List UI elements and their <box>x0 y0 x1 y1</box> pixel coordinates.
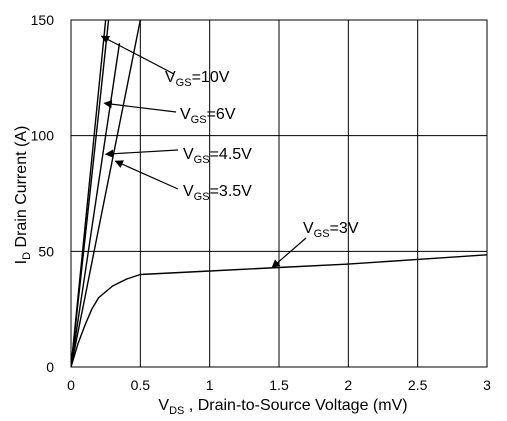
annotation-label: VGS=3V <box>303 220 359 240</box>
annotation-label-main: V <box>180 106 191 123</box>
y-tick-label: 0 <box>46 359 54 375</box>
annotation-label-rest: =3.5V <box>210 183 253 200</box>
annotation-arrow <box>114 160 179 190</box>
y-tick-label: 150 <box>31 12 55 28</box>
y-tick-labels: 0 50 100 150 <box>31 12 55 375</box>
annotation-label-sub: GS <box>191 114 207 126</box>
annotation-label-rest: =4.5V <box>210 146 253 163</box>
annotation-label: VGS=3.5V <box>183 183 252 203</box>
annotation-label-rest: =3V <box>330 220 359 237</box>
x-tick-label: 0 <box>67 377 75 393</box>
annotation-arrow <box>100 35 175 75</box>
x-tick-labels: 0 0.5 1 1.5 2 2.5 3 <box>67 377 491 393</box>
annotation-label: VGS=4.5V <box>183 146 252 166</box>
series-line-vgs-6v <box>71 20 110 367</box>
annotation-arrow <box>271 237 307 269</box>
series-line-vgs-4-5v <box>71 42 121 367</box>
annotation-label-main: V <box>303 220 314 237</box>
annotation-label-sub: GS <box>314 228 330 240</box>
x-tick-label: 3 <box>483 377 491 393</box>
x-tick-label: 1.5 <box>269 377 289 393</box>
series-line-vgs-3-5v <box>71 20 141 367</box>
annotation-label-main: V <box>183 183 194 200</box>
x-axis-label-main: V <box>158 397 169 414</box>
y-tick-label: 100 <box>31 128 55 144</box>
x-tick-label: 2.5 <box>408 377 428 393</box>
x-axis-label-rest: , Drain-to-Source Voltage (mV) <box>184 397 407 414</box>
x-axis-label-sub: DS <box>169 405 184 417</box>
annotation-label-main: V <box>183 146 194 163</box>
annotation-label-main: V <box>165 69 176 86</box>
series-line-vgs-3v <box>71 254 487 367</box>
annotation-label-sub: GS <box>176 77 192 89</box>
y-axis-label-sub: D <box>21 252 33 260</box>
x-tick-label: 2 <box>344 377 352 393</box>
annotation-label-sub: GS <box>194 154 210 166</box>
annotation-label: VGS=10V <box>165 69 230 89</box>
annotation-label-rest: =6V <box>207 106 236 123</box>
y-tick-label: 50 <box>38 243 54 259</box>
annotation-label: VGS=6V <box>180 106 236 126</box>
x-axis-label: VDS , Drain-to-Source Voltage (mV) <box>158 397 407 417</box>
y-axis-label-rest: Drain Current (A) <box>13 126 30 252</box>
annotation-label-sub: GS <box>194 191 210 203</box>
grid-lines <box>71 20 487 367</box>
y-axis-label: ID Drain Current (A) <box>13 126 33 265</box>
y-axis-label-main: I <box>13 260 30 264</box>
x-tick-label: 1 <box>206 377 214 393</box>
annotation-label-rest: =10V <box>192 69 230 86</box>
series-curves <box>71 20 487 367</box>
annotation-arrow <box>103 100 177 113</box>
plot-frame <box>70 19 488 368</box>
annotation-arrow <box>104 149 179 158</box>
x-tick-label: 0.5 <box>131 377 151 393</box>
